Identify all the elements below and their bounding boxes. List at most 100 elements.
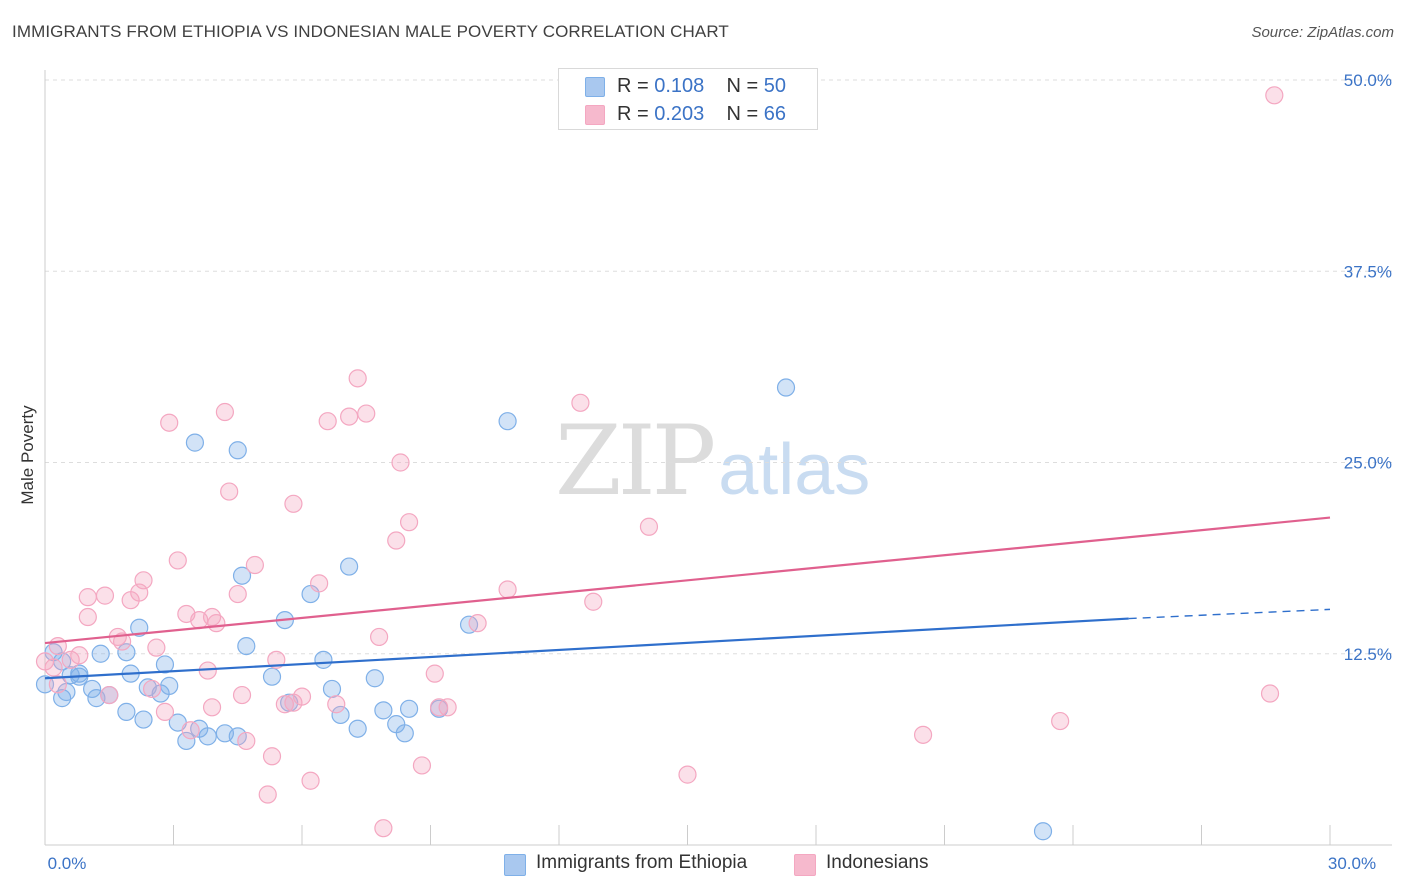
point-indonesians <box>245 555 264 575</box>
bottom-legend-swatch-ethiopia <box>504 854 526 876</box>
point-ethiopia <box>237 636 256 656</box>
bottom-legend-label-ethiopia: Immigrants from Ethiopia <box>536 852 748 873</box>
y-tick-label: 12.5% <box>1344 645 1392 664</box>
point-ethiopia <box>134 710 153 729</box>
point-indonesians <box>284 494 303 513</box>
point-indonesians <box>1265 86 1284 105</box>
point-ethiopia <box>395 724 414 743</box>
point-indonesians <box>215 402 234 422</box>
point-ethiopia <box>314 650 333 669</box>
point-indonesians <box>207 614 226 633</box>
point-indonesians <box>134 571 153 590</box>
bottom-legend-swatch-indonesians <box>794 854 816 876</box>
point-indonesians <box>571 393 590 412</box>
point-indonesians <box>160 413 179 432</box>
legend-r-value: 0.108 <box>654 75 705 97</box>
point-indonesians <box>301 771 320 790</box>
point-ethiopia <box>262 667 282 686</box>
point-indonesians <box>399 513 419 532</box>
point-ethiopia <box>198 727 217 746</box>
point-ethiopia <box>1033 822 1053 841</box>
point-ethiopia <box>155 655 175 674</box>
point-ethiopia <box>35 675 55 694</box>
legend-text-ethiopia: R = 0.108 N = 50 <box>617 75 786 98</box>
point-indonesians <box>168 551 187 570</box>
x-tick-label: 30.0% <box>1328 854 1376 873</box>
point-indonesians <box>78 588 97 607</box>
y-tick-label: 50.0% <box>1344 71 1392 90</box>
chart-title: IMMIGRANTS FROM ETHIOPIA VS INDONESIAN M… <box>12 22 729 41</box>
point-indonesians <box>310 574 329 593</box>
point-indonesians <box>370 627 389 647</box>
point-ethiopia <box>83 679 102 699</box>
point-indonesians <box>155 702 175 721</box>
point-indonesians <box>468 614 487 633</box>
point-indonesians <box>1051 711 1070 731</box>
point-indonesians <box>61 650 80 669</box>
point-ethiopia <box>365 669 384 688</box>
y-tick-label: 37.5% <box>1344 262 1392 281</box>
point-indonesians <box>78 607 97 627</box>
point-indonesians <box>1260 684 1280 703</box>
source-label: Source: ZipAtlas.com <box>1251 24 1394 41</box>
point-indonesians <box>584 592 603 611</box>
point-ethiopia <box>348 719 367 738</box>
point-indonesians <box>318 412 337 431</box>
legend: R = 0.108 N = 50 R = 0.203 N = 66 <box>558 68 818 130</box>
legend-n-value: 66 <box>763 103 787 125</box>
point-indonesians <box>44 658 63 677</box>
trendline-ethiopia-extension <box>1128 608 1331 620</box>
point-indonesians <box>147 638 166 657</box>
y-tick-label: 25.0% <box>1344 454 1392 473</box>
point-ethiopia <box>374 701 393 720</box>
point-indonesians <box>374 819 393 838</box>
point-ethiopia <box>117 702 136 721</box>
point-indonesians <box>678 765 697 784</box>
point-indonesians <box>202 698 222 717</box>
point-indonesians <box>267 650 286 669</box>
point-indonesians <box>237 731 256 751</box>
point-indonesians <box>228 584 247 604</box>
point-indonesians <box>412 756 432 775</box>
point-ethiopia <box>331 705 350 725</box>
watermark-atlas: atlas <box>718 430 871 510</box>
point-indonesians <box>391 453 410 472</box>
x-tick-label: 0.0% <box>48 854 87 873</box>
legend-r-label: R = <box>617 103 655 125</box>
point-indonesians <box>425 664 444 683</box>
point-ethiopia <box>177 731 196 751</box>
point-indonesians <box>100 685 119 705</box>
bottom-legend-label-indonesians: Indonesians <box>826 852 929 873</box>
point-indonesians <box>340 407 359 426</box>
point-indonesians <box>327 695 346 714</box>
legend-swatch-indonesians <box>585 105 605 125</box>
point-indonesians <box>220 482 239 501</box>
watermark-zip: ZIP <box>555 405 716 517</box>
point-indonesians <box>232 685 252 705</box>
point-ethiopia <box>232 566 252 585</box>
point-ethiopia <box>185 433 205 452</box>
legend-r-value: 0.203 <box>654 103 705 125</box>
legend-n-label: N = <box>726 75 764 97</box>
point-ethiopia <box>776 378 796 397</box>
point-indonesians <box>95 586 115 605</box>
point-indonesians <box>70 646 89 665</box>
watermark: ZIPatlas <box>555 405 870 517</box>
point-indonesians <box>142 679 162 699</box>
legend-swatch-ethiopia <box>585 77 605 97</box>
point-indonesians <box>498 580 517 599</box>
point-indonesians <box>357 404 376 423</box>
point-indonesians <box>387 531 406 550</box>
point-ethiopia <box>228 727 247 746</box>
trendline-ethiopia <box>44 617 1129 680</box>
legend-r-label: R = <box>617 75 655 97</box>
legend-n-label: N = <box>726 103 764 125</box>
point-ethiopia <box>340 557 359 576</box>
point-ethiopia <box>498 412 517 431</box>
point-indonesians <box>438 698 457 717</box>
point-indonesians <box>348 369 367 388</box>
legend-n-value: 50 <box>763 75 787 97</box>
point-ethiopia <box>322 679 342 699</box>
point-indonesians <box>181 721 200 740</box>
